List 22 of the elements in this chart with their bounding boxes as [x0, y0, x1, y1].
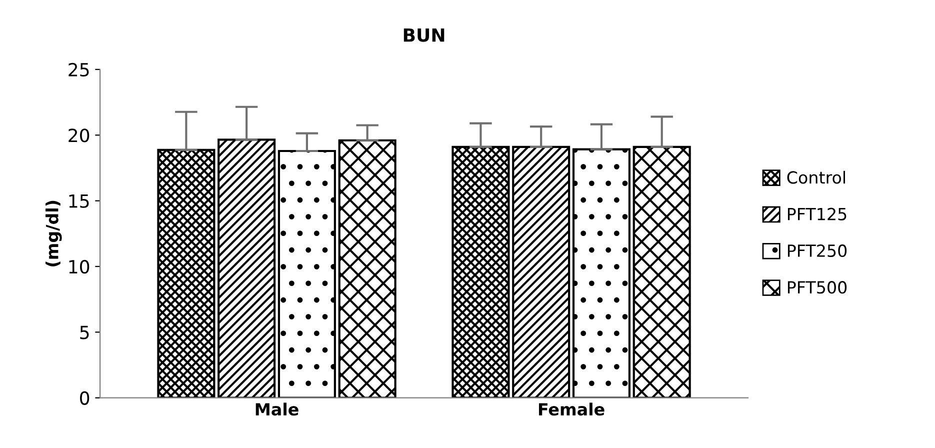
y-tick-label: 5 — [80, 326, 89, 340]
bar — [452, 146, 510, 398]
y-tick-label: 0 — [80, 391, 90, 405]
legend-label: Control — [787, 170, 846, 184]
bar — [632, 146, 691, 398]
y-tick-label: 15 — [69, 194, 89, 208]
bar — [218, 138, 276, 398]
legend-label: PFT500 — [788, 281, 847, 294]
bar — [278, 150, 336, 398]
bar — [338, 139, 396, 398]
legend-label: PFT250 — [788, 244, 847, 258]
y-tick-label: 20 — [68, 128, 90, 142]
y-tick-label: 10 — [69, 260, 90, 274]
bar — [572, 148, 630, 398]
y-axis-title: (mg/dl) — [46, 200, 62, 266]
bar — [512, 146, 570, 398]
legend-label: PFT125 — [788, 208, 846, 220]
y-tick-label: 25 — [68, 62, 89, 77]
chart-title: BUN — [404, 28, 444, 42]
bar — [157, 148, 216, 398]
x-tick-label: Female — [538, 402, 604, 416]
x-tick-label: Male — [256, 402, 298, 416]
